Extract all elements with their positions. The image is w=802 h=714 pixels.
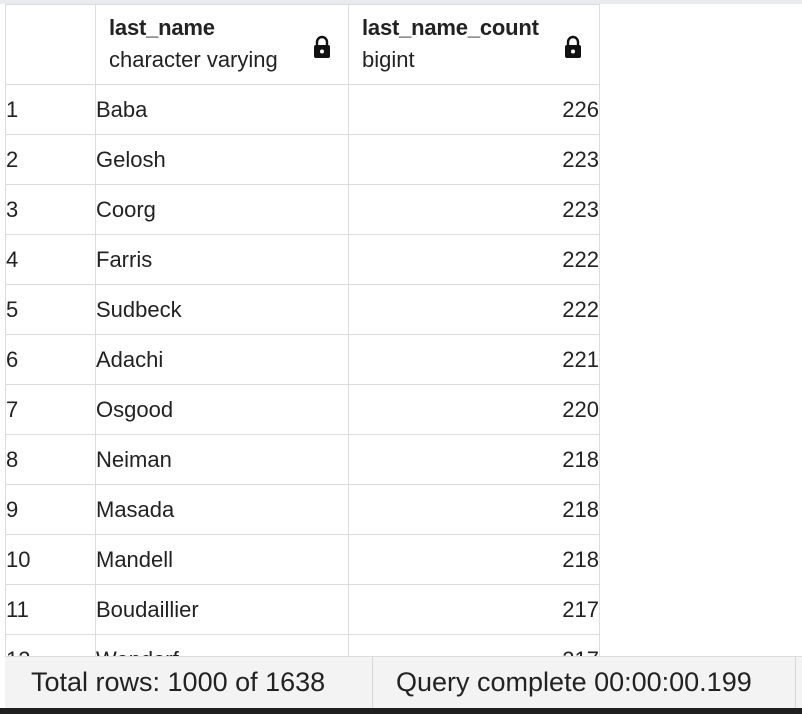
cell-last-name[interactable]: Boudaillier: [95, 584, 349, 635]
editor-status-strip: [0, 708, 802, 714]
cell-last-name-count[interactable]: 222: [348, 284, 600, 335]
cell-last-name[interactable]: Mandell: [95, 534, 349, 585]
table-row[interactable]: 8 Neiman 218: [5, 434, 600, 485]
row-number[interactable]: 7: [5, 384, 96, 435]
cell-last-name[interactable]: Coorg: [95, 184, 349, 235]
table-row[interactable]: 4 Farris 222: [5, 234, 600, 285]
cell-last-name-count[interactable]: 221: [348, 334, 600, 385]
status-left-edge: [0, 656, 5, 708]
column-name: last_name: [109, 15, 215, 40]
grid-top-border: [0, 0, 802, 4]
cell-last-name-count[interactable]: 222: [348, 234, 600, 285]
cell-last-name-count[interactable]: 217: [348, 634, 600, 656]
cell-last-name-count[interactable]: 218: [348, 484, 600, 535]
cell-last-name-count[interactable]: 218: [348, 534, 600, 585]
cell-last-name-count[interactable]: 220: [348, 384, 600, 435]
row-number[interactable]: 6: [5, 334, 96, 385]
cell-last-name[interactable]: Masada: [95, 484, 349, 535]
row-number[interactable]: 8: [5, 434, 96, 485]
header-row: last_name character varying last_name_co…: [5, 4, 600, 85]
row-number[interactable]: 5: [5, 284, 96, 335]
cell-last-name[interactable]: Neiman: [95, 434, 349, 485]
table-row[interactable]: 2 Gelosh 223: [5, 134, 600, 185]
cell-last-name[interactable]: Gelosh: [95, 134, 349, 185]
column-type: character varying: [109, 47, 278, 72]
cell-last-name-count[interactable]: 217: [348, 584, 600, 635]
cell-last-name[interactable]: Sudbeck: [95, 284, 349, 335]
table-row[interactable]: 1 Baba 226: [5, 84, 600, 135]
row-number[interactable]: 12: [5, 634, 96, 656]
results-table: last_name character varying last_name_co…: [5, 4, 600, 656]
cell-last-name[interactable]: Wendorf: [95, 634, 349, 656]
table-row[interactable]: 9 Masada 218: [5, 484, 600, 535]
cell-last-name-count[interactable]: 223: [348, 134, 600, 185]
table-row[interactable]: 12 Wendorf 217: [5, 634, 600, 656]
cell-last-name-count[interactable]: 223: [348, 184, 600, 235]
status-divider: [372, 657, 373, 709]
lock-icon: [565, 35, 581, 58]
total-rows-status: Total rows: 1000 of 1638: [31, 667, 326, 697]
row-number[interactable]: 2: [5, 134, 96, 185]
table-row[interactable]: 10 Mandell 218: [5, 534, 600, 585]
table-row[interactable]: 3 Coorg 223: [5, 184, 600, 235]
row-number[interactable]: 1: [5, 84, 96, 135]
row-number[interactable]: 3: [5, 184, 96, 235]
status-divider: [795, 657, 796, 709]
query-complete-status: Query complete 00:00:00.199: [396, 667, 752, 697]
table-row[interactable]: 5 Sudbeck 222: [5, 284, 600, 335]
row-number[interactable]: 10: [5, 534, 96, 585]
row-number[interactable]: 11: [5, 584, 96, 635]
cell-last-name[interactable]: Osgood: [95, 384, 349, 435]
table-row[interactable]: 6 Adachi 221: [5, 334, 600, 385]
cell-last-name[interactable]: Farris: [95, 234, 349, 285]
column-header-last-name[interactable]: last_name character varying: [95, 4, 349, 85]
cell-last-name[interactable]: Adachi: [95, 334, 349, 385]
column-type: bigint: [362, 47, 415, 72]
lock-icon: [314, 35, 330, 58]
cell-last-name-count[interactable]: 226: [348, 84, 600, 135]
row-number[interactable]: 4: [5, 234, 96, 285]
row-number-header[interactable]: [5, 4, 96, 85]
column-header-last-name-count[interactable]: last_name_count bigint: [348, 4, 600, 85]
column-name: last_name_count: [362, 15, 539, 40]
results-grid: last_name character varying last_name_co…: [0, 0, 802, 656]
row-number[interactable]: 9: [5, 484, 96, 535]
cell-last-name-count[interactable]: 218: [348, 434, 600, 485]
status-bar: Total rows: 1000 of 1638 Query complete …: [5, 656, 802, 709]
cell-last-name[interactable]: Baba: [95, 84, 349, 135]
table-row[interactable]: 11 Boudaillier 217: [5, 584, 600, 635]
table-row[interactable]: 7 Osgood 220: [5, 384, 600, 435]
